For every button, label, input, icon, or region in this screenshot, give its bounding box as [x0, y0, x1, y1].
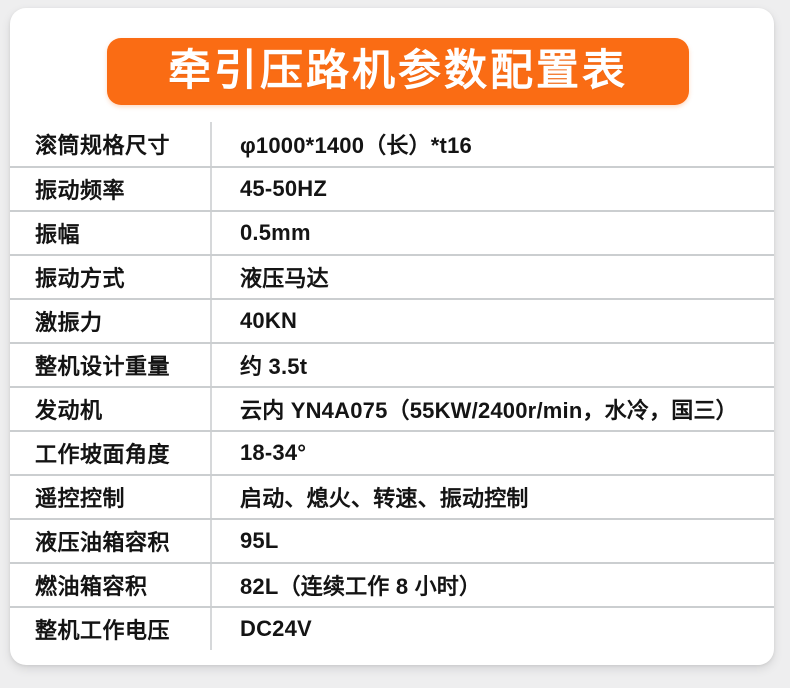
- spec-label: 振动频率: [10, 168, 212, 210]
- table-row: 燃油箱容积 82L（连续工作 8 小时）: [10, 562, 774, 606]
- spec-label: 激振力: [10, 300, 212, 342]
- table-row: 遥控控制 启动、熄火、转速、振动控制: [10, 474, 774, 518]
- page-title: 牵引压路机参数配置表: [168, 47, 628, 95]
- spec-value: 45-50HZ: [240, 176, 327, 201]
- spec-label: 振动方式: [10, 256, 212, 298]
- spec-label: 整机设计重量: [10, 344, 212, 386]
- spec-value: 18-34°: [240, 440, 307, 465]
- spec-label: 燃油箱容积: [10, 564, 212, 606]
- spec-value: 95L: [240, 528, 279, 553]
- spec-label: 滚筒规格尺寸: [10, 122, 212, 166]
- spec-value: 液压马达: [240, 266, 329, 291]
- spec-value: 40KN: [240, 308, 298, 333]
- table-row: 滚筒规格尺寸 φ1000*1400（长）*t16: [10, 122, 774, 166]
- header-banner: 牵引压路机参数配置表: [107, 38, 689, 105]
- table-row: 振动方式 液压马达: [10, 254, 774, 298]
- spec-label: 整机工作电压: [10, 608, 212, 650]
- spec-label: 液压油箱容积: [10, 520, 212, 562]
- spec-value: 启动、熄火、转速、振动控制: [240, 486, 529, 511]
- spec-value: 云内 YN4A075（55KW/2400r/min，水冷，国三）: [240, 398, 738, 423]
- spec-label: 遥控控制: [10, 476, 212, 518]
- spec-label: 振幅: [10, 212, 212, 254]
- table-row: 发动机 云内 YN4A075（55KW/2400r/min，水冷，国三）: [10, 386, 774, 430]
- spec-table: 滚筒规格尺寸 φ1000*1400（长）*t16 振动频率 45-50HZ 振幅…: [10, 122, 774, 650]
- table-row: 工作坡面角度 18-34°: [10, 430, 774, 474]
- spec-label: 工作坡面角度: [10, 432, 212, 474]
- spec-value: 0.5mm: [240, 220, 311, 245]
- table-row: 整机工作电压 DC24V: [10, 606, 774, 650]
- spec-value: φ1000*1400（长）*t16: [240, 133, 472, 158]
- spec-label: 发动机: [10, 388, 212, 430]
- table-row: 振幅 0.5mm: [10, 210, 774, 254]
- spec-value: 82L（连续工作 8 小时）: [240, 574, 482, 599]
- spec-value: 约 3.5t: [240, 354, 308, 379]
- table-row: 整机设计重量 约 3.5t: [10, 342, 774, 386]
- spec-value: DC24V: [240, 616, 312, 641]
- table-row: 液压油箱容积 95L: [10, 518, 774, 562]
- spec-card: 牵引压路机参数配置表 滚筒规格尺寸 φ1000*1400（长）*t16 振动频率…: [10, 8, 774, 665]
- table-row: 振动频率 45-50HZ: [10, 166, 774, 210]
- table-row: 激振力 40KN: [10, 298, 774, 342]
